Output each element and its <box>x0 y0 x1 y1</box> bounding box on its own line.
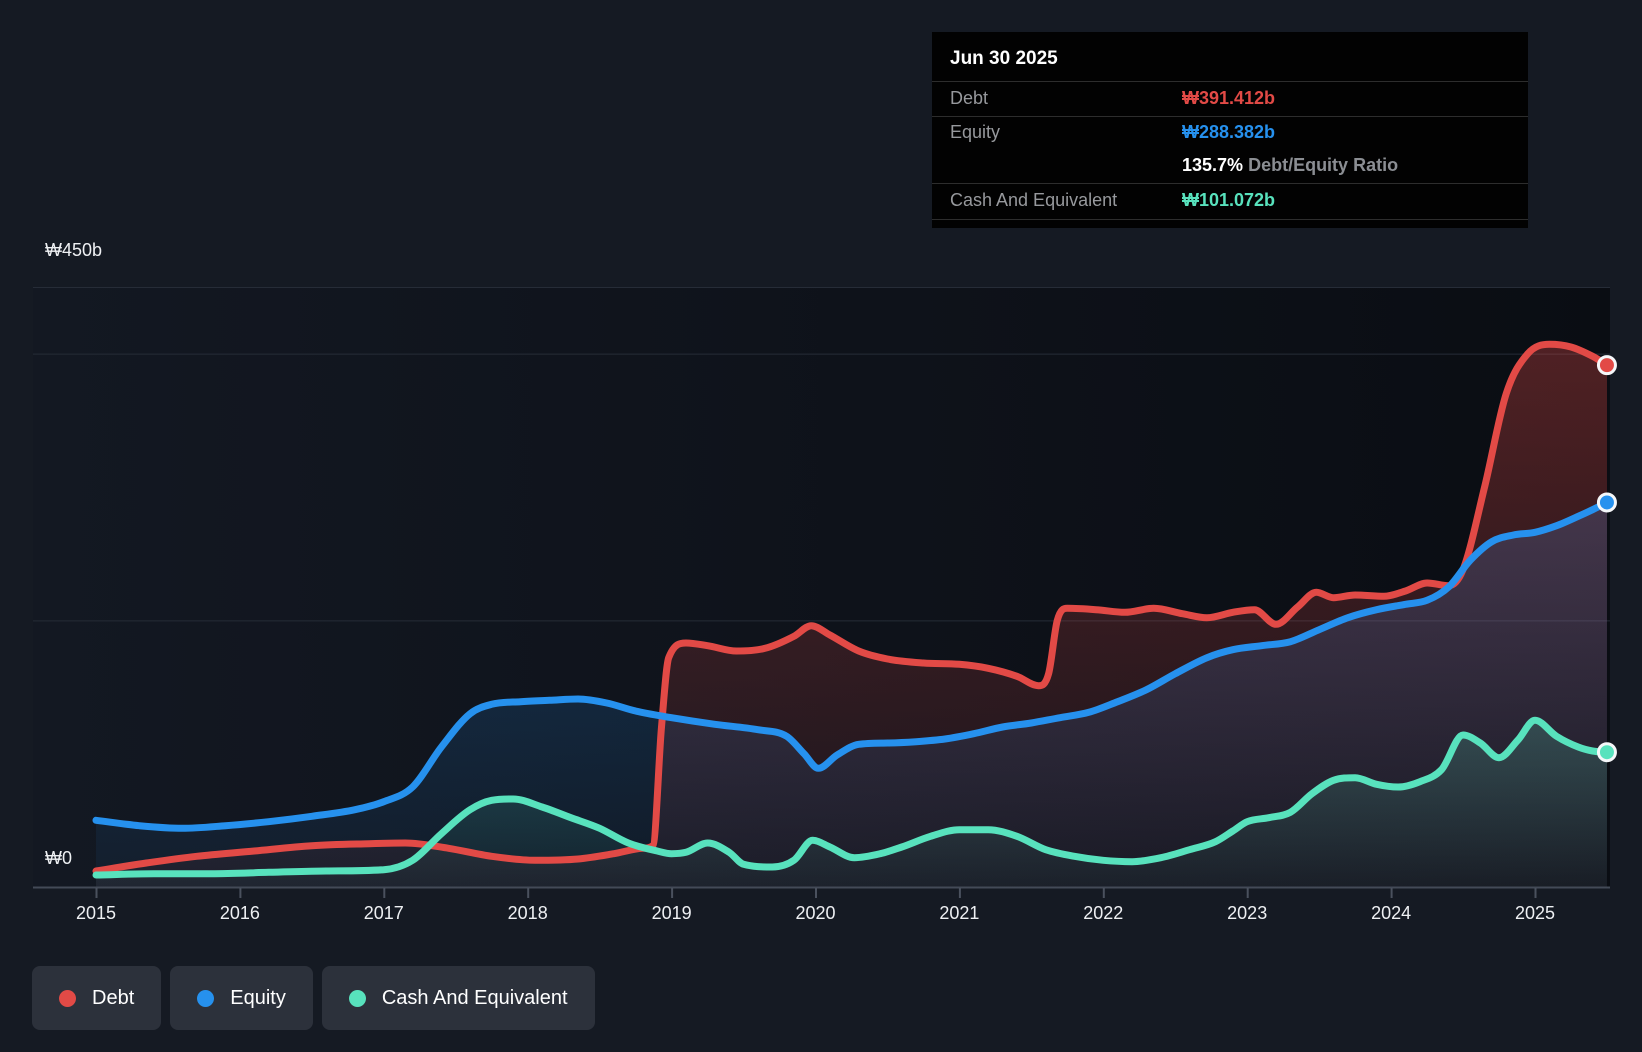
y-axis-label-max: ₩450b <box>45 240 103 260</box>
tooltip-row-debt: Debt ₩391.412b <box>950 88 1514 112</box>
debt-area <box>96 344 1607 887</box>
tooltip-ratio: 135.7% Debt/Equity Ratio <box>1182 155 1398 176</box>
equity-line <box>92 499 1611 832</box>
tooltip-debt-value: ₩391.412b <box>1182 88 1276 108</box>
tooltip-row-equity: Equity ₩288.382b <box>950 122 1514 146</box>
tooltip-equity-label: Equity <box>950 122 1001 142</box>
equity-endpoint-dot[interactable] <box>1596 492 1617 513</box>
cash-and-equivalent-endpoint-dot[interactable] <box>1596 742 1617 763</box>
x-axis-label-2016: 2016 <box>219 903 260 923</box>
debt-line <box>92 340 1611 875</box>
tooltip-ratio-value: 135.7% <box>1182 155 1244 175</box>
cash-dot-icon <box>348 989 366 1007</box>
debt-dot-icon <box>59 989 76 1007</box>
tooltip-divider <box>932 81 1528 82</box>
legend-item-cash[interactable]: Cash And Equivalent <box>321 966 595 1030</box>
chart-tooltip: Jun 30 2025 Debt ₩391.412b Equity ₩288.3… <box>932 32 1528 228</box>
legend-item-equity[interactable]: Equity <box>170 966 313 1030</box>
tooltip-row-cash: Cash And Equivalent ₩101.072b <box>950 190 1514 214</box>
y-axis-label-zero: ₩0 <box>45 848 72 868</box>
tooltip-cash-label: Cash And Equivalent <box>950 190 1118 210</box>
equity-dot-icon <box>197 989 215 1007</box>
cash-and-equivalent-area <box>96 720 1607 887</box>
x-axis-label-2022: 2022 <box>1083 903 1124 923</box>
x-axis-label-2020: 2020 <box>795 903 836 923</box>
tooltip-date: Jun 30 2025 <box>950 48 1058 69</box>
debt-endpoint-dot[interactable] <box>1596 355 1617 376</box>
tooltip-equity-value: ₩288.382b <box>1182 122 1276 142</box>
legend-cash-label: Cash And Equivalent <box>381 986 568 1009</box>
x-axis-label-2017: 2017 <box>363 903 404 923</box>
x-axis-label-2019: 2019 <box>651 903 692 923</box>
tooltip-ratio-label: Debt/Equity Ratio <box>1243 155 1399 175</box>
x-axis-label-2015: 2015 <box>75 903 117 923</box>
x-axis-label-2024: 2024 <box>1371 903 1412 923</box>
chart-legend: Debt Equity Cash And Equivalent <box>32 966 595 1030</box>
tooltip-cash-value: ₩101.072b <box>1182 190 1276 210</box>
tooltip-divider <box>932 183 1528 184</box>
tooltip-row-ratio: 135.7% Debt/Equity Ratio <box>950 155 1514 179</box>
legend-item-debt[interactable]: Debt <box>32 966 162 1030</box>
legend-equity-label: Equity <box>230 986 286 1009</box>
x-axis-label-2021: 2021 <box>939 903 980 923</box>
x-axis-label-2023: 2023 <box>1227 903 1268 923</box>
tooltip-divider <box>932 219 1528 220</box>
tooltip-debt-label: Debt <box>950 88 989 108</box>
cash-and-equivalent-line <box>92 716 1611 879</box>
tooltip-divider <box>932 116 1528 117</box>
x-axis-label-2018: 2018 <box>507 903 548 923</box>
legend-debt-label: Debt <box>92 986 135 1009</box>
x-axis-label-2025: 2025 <box>1514 903 1556 923</box>
